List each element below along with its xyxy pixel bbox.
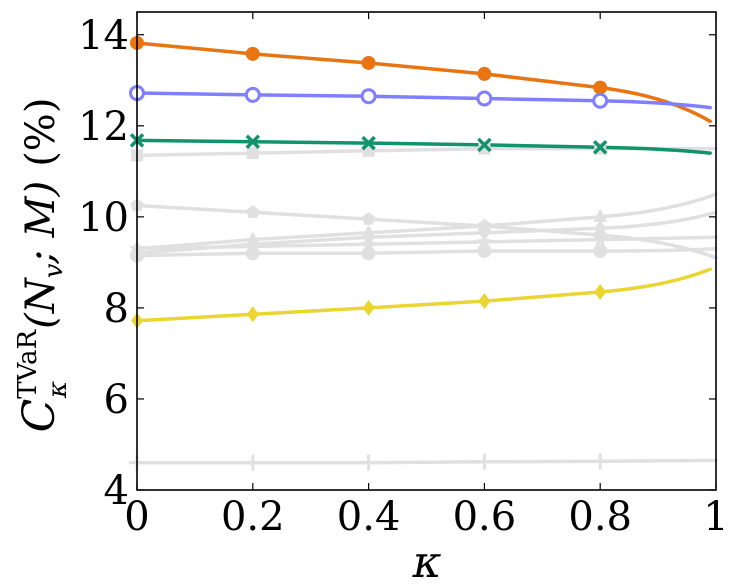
blue-open-circle-marker (592, 92, 609, 109)
y-label-argument-rest: ; M) (18, 181, 64, 265)
grey-plus-line (135, 458, 718, 465)
x-tick-label: 0.4 (337, 494, 401, 540)
x-tick-label: 1 (703, 494, 728, 540)
y-tick-label: 8 (104, 286, 129, 332)
grey-plus-marker (592, 453, 609, 470)
grey-triangle-line (135, 192, 718, 251)
x-tick-label: 0.2 (221, 494, 285, 540)
grey-circle-line (135, 246, 718, 258)
x-tick-label: 0.8 (568, 494, 632, 540)
yellow-diamond-marker (594, 283, 607, 300)
y-label-symbol: C (14, 399, 65, 433)
yellow-diamond-line (135, 267, 712, 323)
orange-filled-circle-marker (361, 55, 376, 70)
plot-frame (136, 11, 717, 491)
green-cross-line (135, 138, 712, 155)
grey-triangle-marker (593, 208, 608, 222)
grey-plus-marker (244, 454, 261, 471)
blue-open-circle-line (135, 91, 712, 110)
green-cross-marker (245, 134, 261, 149)
grey-plus-marker (476, 453, 493, 470)
y-label-superscript: TVaR (13, 329, 43, 399)
orange-filled-circle-marker (593, 80, 608, 95)
grey-diamond-marker (478, 224, 491, 241)
grey-circle-marker (245, 246, 260, 261)
green-cross-marker (477, 137, 492, 153)
x-tick-label: 0 (124, 494, 149, 540)
y-tick-label: 6 (104, 377, 129, 423)
y-tick-label: 12 (78, 104, 129, 150)
yellow-diamond-marker (246, 306, 259, 323)
blue-open-circle-marker (244, 86, 261, 103)
grey-diamond-line (135, 210, 718, 256)
marker-layer (129, 35, 609, 471)
y-label-argument-sub: v (39, 263, 69, 278)
blue-open-circle-marker (360, 88, 377, 105)
y-tick-label: 4 (104, 468, 129, 514)
y-label-subscript: κ (43, 381, 73, 399)
x-tick-label: 0.6 (453, 494, 517, 540)
grey-pentagon-marker (246, 205, 260, 218)
blue-open-circle-marker (476, 90, 493, 107)
y-tick-label: 14 (78, 13, 129, 59)
y-label-argument: (N (18, 276, 64, 329)
grey-circle-marker (593, 244, 608, 258)
x-axis-label: κ (412, 537, 442, 588)
green-cross-marker (361, 135, 376, 151)
y-tick-label: 10 (78, 195, 129, 241)
grey-pentagon-marker (361, 212, 376, 225)
orange-filled-circle-marker (245, 46, 260, 61)
grey-star-marker (592, 231, 608, 247)
grey-circle-marker (361, 246, 376, 261)
green-cross-marker (592, 139, 608, 155)
orange-filled-circle-line (135, 41, 712, 124)
y-label-unit: (%) (18, 98, 64, 167)
grey-square-marker (246, 147, 259, 160)
grey-star-marker (245, 238, 261, 253)
yellow-diamond-marker (362, 299, 375, 316)
grey-circle-marker (477, 244, 492, 258)
grey-star-line (135, 235, 718, 251)
grey-plus-marker (360, 454, 377, 471)
grey-diamond-marker (594, 220, 607, 237)
grey-triangle-marker (477, 217, 492, 231)
grey-star-marker (361, 236, 377, 251)
y-axis-label: CTVaRκ (Nv; M) (%) (13, 98, 73, 433)
series-layer (135, 41, 718, 465)
yellow-diamond-marker (478, 293, 491, 310)
grey-star-marker (476, 233, 492, 249)
orange-filled-circle-marker (477, 66, 492, 81)
